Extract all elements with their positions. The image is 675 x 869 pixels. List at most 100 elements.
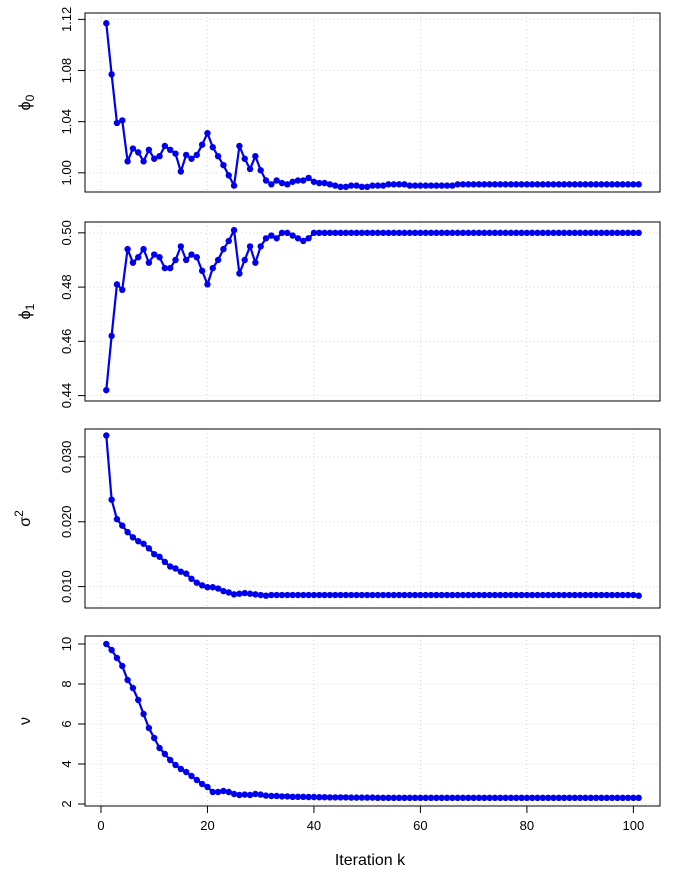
data-point: [188, 772, 195, 780]
data-point: [481, 591, 488, 599]
data-point: [220, 161, 227, 169]
x-tick-label: 80: [520, 818, 534, 833]
y-axis-label: ϕ0: [17, 94, 37, 110]
data-point: [560, 794, 568, 801]
data-point: [156, 553, 163, 560]
data-point: [449, 229, 456, 237]
data-point: [193, 579, 201, 586]
data-point: [113, 515, 121, 523]
data-point: [534, 794, 541, 801]
data-point: [230, 790, 238, 798]
data-point: [550, 181, 557, 188]
data-point: [300, 237, 307, 245]
data-point: [172, 150, 179, 157]
data-point: [422, 591, 429, 599]
data-point: [635, 794, 642, 801]
data-point: [161, 264, 169, 272]
data-point: [592, 181, 600, 188]
data-point: [214, 153, 222, 160]
data-point: [332, 591, 339, 599]
data-point: [555, 181, 563, 188]
data-point: [443, 591, 451, 599]
data-point: [459, 229, 467, 237]
data-point: [268, 232, 275, 239]
data-point: [284, 229, 291, 237]
panel-0: 1.00 1.04 1.08 1.12 ϕ0: [17, 7, 661, 193]
data-point: [209, 144, 216, 151]
data-point: [284, 591, 291, 599]
data-point: [316, 794, 323, 801]
data-point: [379, 591, 387, 599]
data-point: [236, 142, 243, 150]
data-point: [166, 756, 174, 764]
data-point: [486, 794, 493, 801]
data-point: [614, 794, 621, 801]
data-point: [236, 791, 243, 799]
data-point: [305, 793, 312, 801]
y-tick-label: 0.020: [59, 505, 74, 538]
data-point: [156, 744, 163, 752]
data-point: [156, 254, 163, 261]
data-point: [363, 229, 371, 237]
data-point: [459, 794, 467, 801]
data-point: [278, 591, 286, 599]
data-point: [411, 591, 419, 599]
data-point: [321, 591, 328, 599]
data-point: [316, 179, 323, 187]
data-point: [539, 181, 547, 188]
x-tick-label: 20: [200, 818, 214, 833]
data-point: [326, 229, 334, 237]
data-point: [571, 181, 579, 188]
data-point: [209, 264, 216, 272]
data-point: [465, 591, 472, 599]
data-point: [177, 168, 185, 175]
data-point: [465, 229, 472, 237]
data-point: [395, 181, 403, 188]
data-point: [214, 788, 222, 796]
data-point: [630, 181, 637, 188]
data-point: [608, 794, 616, 801]
data-point: [449, 182, 456, 189]
data-point: [411, 794, 419, 801]
data-point: [417, 182, 424, 189]
data-point: [135, 696, 142, 704]
data-point: [305, 174, 312, 182]
data-point: [502, 181, 509, 188]
data-point: [119, 117, 126, 124]
data-point: [300, 793, 307, 800]
data-point: [151, 550, 158, 558]
data-point: [262, 177, 270, 184]
data-point: [459, 591, 467, 599]
data-point: [470, 181, 477, 188]
data-point: [513, 229, 520, 237]
data-point: [268, 181, 275, 188]
data-point: [358, 229, 366, 237]
data-point: [321, 179, 328, 187]
data-point: [550, 591, 557, 599]
data-point: [385, 229, 392, 237]
data-point: [619, 229, 626, 237]
data-point: [284, 181, 291, 188]
data-point: [427, 591, 435, 599]
data-point: [523, 794, 531, 801]
data-point: [390, 794, 397, 801]
data-point: [342, 794, 350, 801]
data-point: [427, 794, 435, 801]
data-point: [497, 794, 504, 801]
y-tick-label: 0.46: [59, 329, 74, 354]
data-point: [481, 229, 488, 237]
data-point: [603, 591, 610, 599]
data-point: [284, 793, 291, 800]
data-point: [113, 281, 121, 288]
data-point: [321, 229, 328, 237]
data-point: [289, 591, 296, 599]
plot-frame: [84, 635, 661, 807]
data-point: [294, 591, 302, 599]
data-point: [587, 229, 594, 237]
data-point: [406, 182, 413, 189]
data-point: [544, 591, 552, 599]
data-point: [103, 20, 110, 27]
data-point: [129, 534, 137, 541]
data-point: [566, 794, 573, 801]
